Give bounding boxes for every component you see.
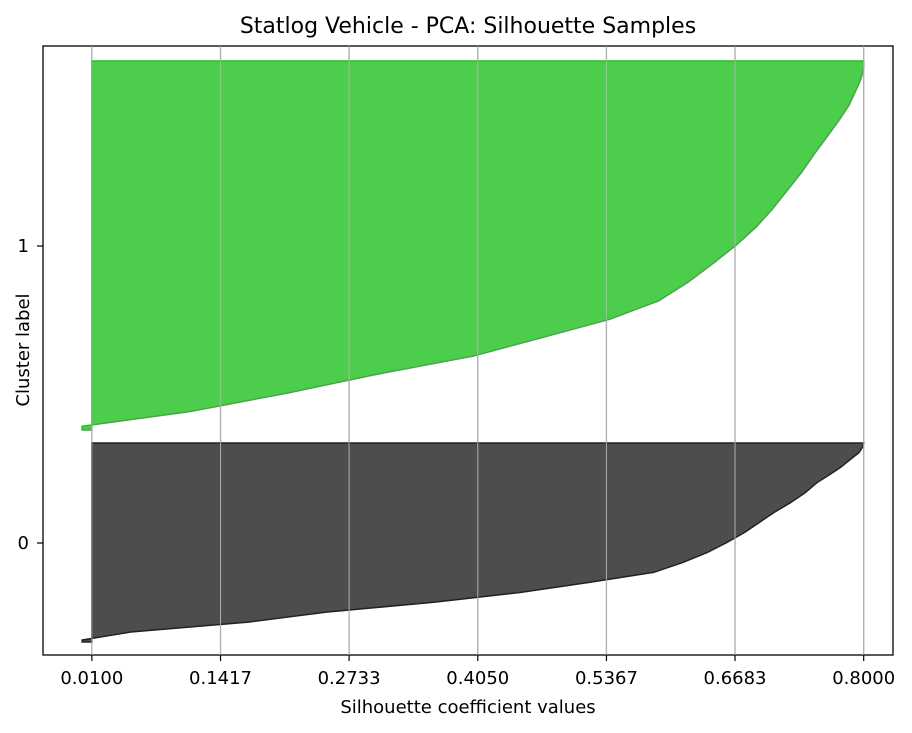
- cluster-areas: [81, 60, 865, 643]
- chart-title: Statlog Vehicle - PCA: Silhouette Sample…: [240, 14, 696, 39]
- y-axis-label: Cluster label: [13, 293, 34, 406]
- x-tick-label: 0.4050: [446, 668, 509, 689]
- x-axis-ticks: 0.0100 0.1417 0.2733 0.4050 0.5367 0.6683 0.80…: [60, 655, 895, 689]
- grid-overlay: [91, 46, 865, 655]
- cluster-1-area: [81, 60, 865, 431]
- y-tick-label: 1: [18, 236, 29, 257]
- y-axis-ticks: 01: [18, 236, 43, 554]
- y-tick-label: 0: [18, 533, 29, 554]
- x-tick-label: 0.5367: [575, 668, 638, 689]
- x-tick-label: 0.2733: [318, 668, 381, 689]
- x-tick-label: 0.0100: [60, 668, 123, 689]
- x-tick-label: 0.6683: [704, 668, 767, 689]
- x-tick-label: 0.8000: [832, 668, 895, 689]
- x-axis-label: Silhouette coefficient values: [340, 697, 595, 718]
- plot-frame: [42, 45, 894, 656]
- cluster-0-area: [81, 442, 865, 643]
- x-tick-label: 0.1417: [189, 668, 252, 689]
